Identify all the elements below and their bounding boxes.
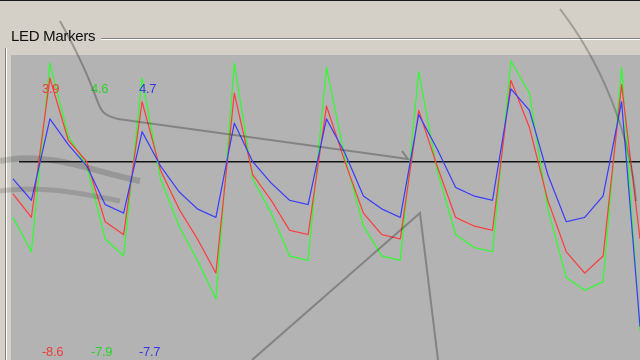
series-line-red xyxy=(12,77,640,274)
min-readout-blue: -7.7 xyxy=(139,344,161,359)
groupbox-border-left xyxy=(5,48,7,360)
max-readout-green: 4.6 xyxy=(91,81,109,96)
min-readout-red: -8.6 xyxy=(42,344,64,359)
groupbox-border-top xyxy=(101,38,640,40)
min-readout-green: -7.9 xyxy=(91,344,113,359)
max-readout-blue: 4.7 xyxy=(139,81,157,96)
max-readout-red: 3.9 xyxy=(42,81,60,96)
series-line-blue xyxy=(12,88,640,327)
led-marker-plot: 3.9 4.6 4.7 -8.6 -7.9 -7.7 xyxy=(11,55,640,360)
led-marker-chart xyxy=(12,60,640,332)
series-line-green xyxy=(12,60,640,332)
groupbox-title: LED Markers xyxy=(11,28,98,45)
